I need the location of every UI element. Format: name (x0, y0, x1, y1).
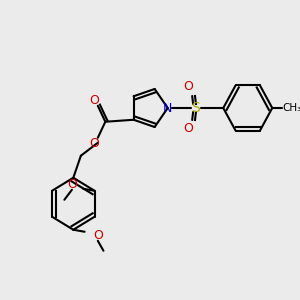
Text: CH₃: CH₃ (282, 103, 300, 113)
Text: O: O (67, 178, 77, 191)
Text: O: O (89, 94, 99, 107)
Text: O: O (184, 80, 194, 94)
Text: O: O (184, 122, 194, 136)
Text: S: S (192, 101, 200, 115)
Text: O: O (89, 137, 99, 150)
Text: N: N (163, 101, 172, 115)
Text: O: O (93, 229, 103, 242)
